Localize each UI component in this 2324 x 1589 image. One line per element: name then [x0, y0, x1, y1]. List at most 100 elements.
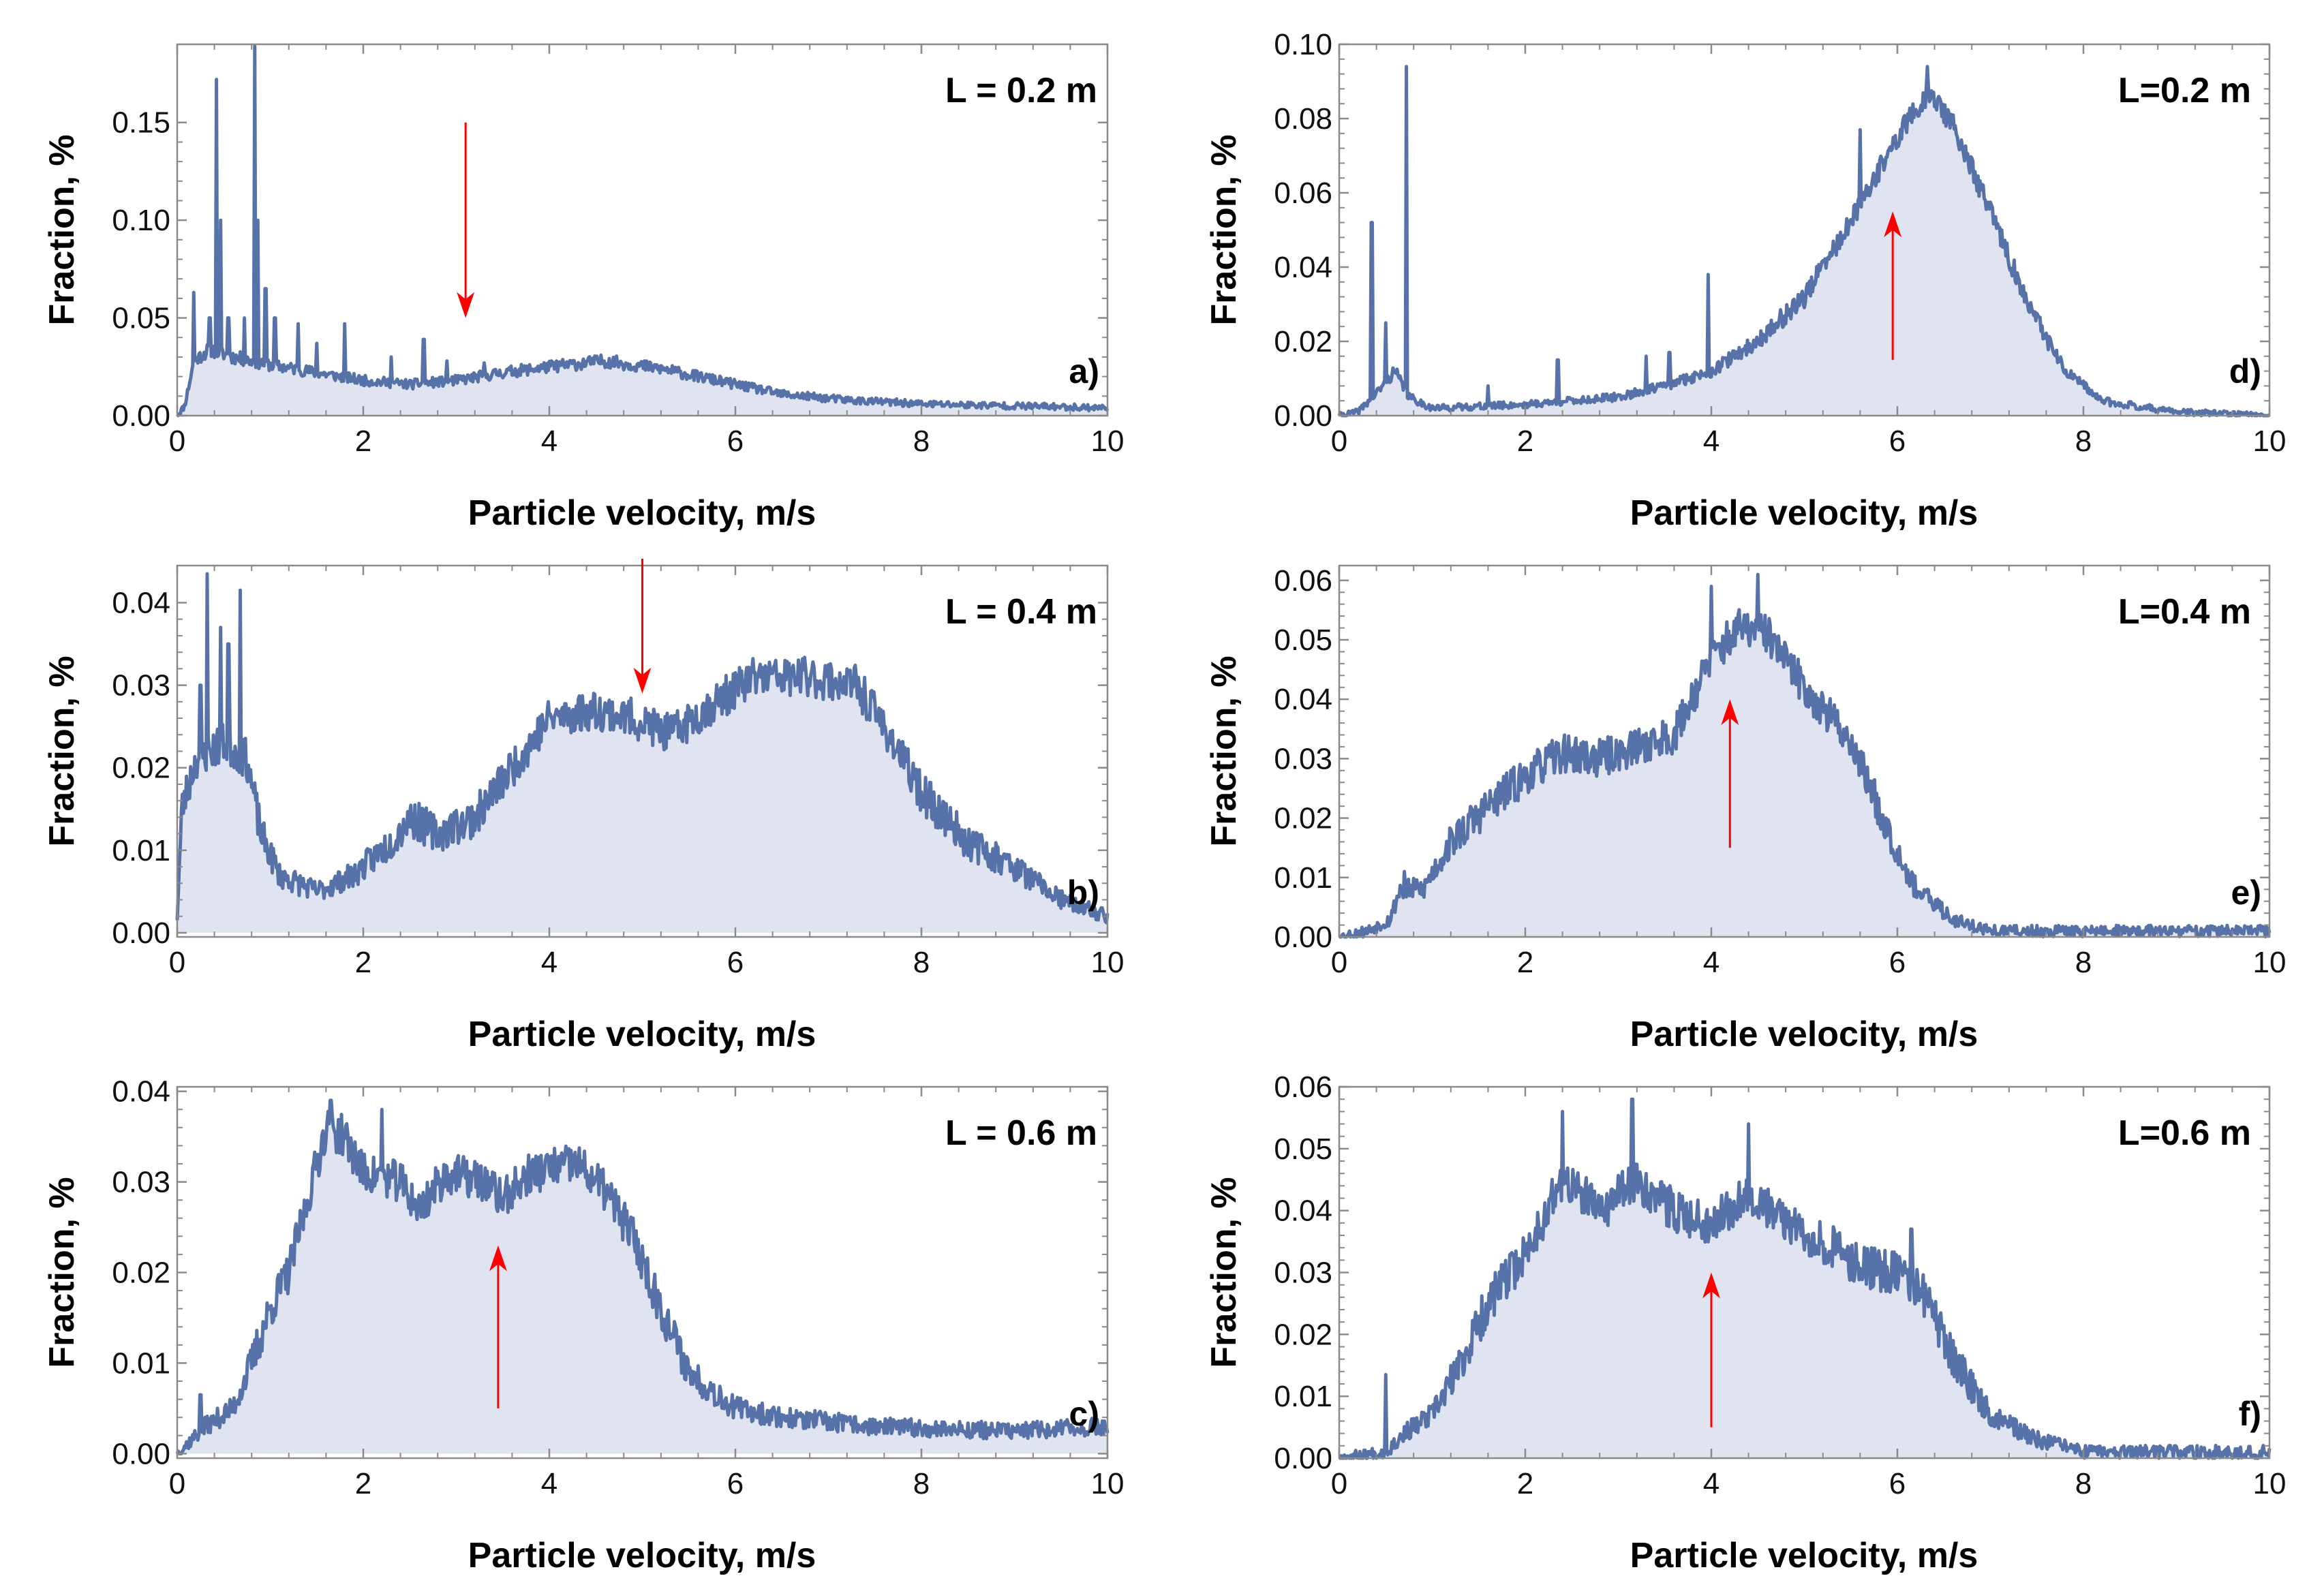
panel-f: 0 2 4 6 8 10 0.00 0.01 0.02 0.03 0.04 0.05 0.06 L=0.… — [1204, 1070, 2286, 1575]
panel-a-series-line — [177, 44, 1110, 418]
panel-d-area — [1339, 66, 2269, 416]
panel-c-y-tick-label: 0.04 — [112, 1075, 170, 1109]
panel-c: 0 2 4 6 8 10 0.00 0.01 0.02 0.03 0.04 L = 0.6 m c)… — [42, 1075, 1124, 1575]
panel-a-y-tick-label: 0.00 — [112, 399, 170, 433]
panel-f-y-tick-label: 0.06 — [1274, 1070, 1332, 1104]
panel-c-tag: c) — [1069, 1395, 1099, 1433]
panel-f-ticks: 0 2 4 6 8 10 0.00 0.01 0.02 0.03 0.04 0.05 0.06 — [1274, 1070, 2286, 1500]
panel-f-x-tick-label: 10 — [2253, 1467, 2287, 1500]
panel-a-y-tick-label: 0.15 — [112, 106, 170, 140]
panel-b-arrow — [633, 559, 652, 694]
panel-c-x-axis-label: Particle velocity, m/s — [468, 1536, 816, 1575]
panel-a-x-tick-label: 10 — [1091, 425, 1125, 458]
panel-b-y-tick-label: 0.03 — [112, 669, 170, 703]
panel-f-title: L=0.6 m — [2118, 1113, 2251, 1153]
panel-c-y-axis-label: Fraction, % — [42, 1177, 82, 1368]
panel-a-tag: a) — [1069, 352, 1099, 390]
panel-e-area — [1339, 574, 2269, 937]
panel-e-x-tick-label: 4 — [1703, 946, 1719, 979]
panel-e-x-tick-label: 8 — [2075, 946, 2092, 979]
panel-e-y-tick-label: 0.01 — [1274, 861, 1332, 895]
panel-b-x-tick-label: 10 — [1091, 946, 1125, 979]
panel-c-y-tick-label: 0.01 — [112, 1346, 170, 1380]
panel-e-y-tick-label: 0.00 — [1274, 921, 1332, 954]
panel-e: 0 2 4 6 8 10 0.00 0.01 0.02 0.03 0.04 0.05 0.06 L=0.… — [1204, 564, 2286, 1054]
panel-d-ticks: 0 2 4 6 8 10 0.00 0.02 0.04 0.06 0.08 0.10 — [1274, 28, 2286, 458]
panel-c-title: L = 0.6 m — [945, 1113, 1097, 1153]
panel-b-x-tick-label: 8 — [913, 946, 930, 979]
panel-f-y-tick-label: 0.04 — [1274, 1194, 1332, 1228]
panel-a: 0 2 4 6 8 10 0.00 0.05 0.10 0.15 L = 0.2 m a) Par… — [42, 43, 1125, 533]
panel-f-y-tick-label: 0.05 — [1274, 1132, 1332, 1166]
panel-a-x-tick-label: 8 — [913, 425, 930, 458]
panel-d-y-axis-label: Fraction, % — [1204, 134, 1244, 325]
panel-a-y-axis-label: Fraction, % — [42, 134, 82, 325]
panel-d-y-tick-label: 0.06 — [1274, 176, 1332, 210]
panel-a-x-tick-label: 2 — [355, 425, 371, 458]
panel-d-y-tick-label: 0.04 — [1274, 251, 1332, 284]
panel-b-y-tick-label: 0.00 — [112, 916, 170, 950]
panel-a-frame — [176, 43, 1109, 417]
panel-c-y-tick-label: 0.03 — [112, 1166, 170, 1199]
panel-a-arrow-head — [457, 292, 475, 318]
panel-b-area — [177, 574, 1107, 933]
panel-b-y-tick-label: 0.01 — [112, 834, 170, 867]
panel-b-y-axis-label: Fraction, % — [42, 655, 82, 846]
panel-e-x-tick-label: 2 — [1517, 946, 1533, 979]
panel-e-series-line — [1339, 572, 2272, 939]
panel-f-tag: f) — [2239, 1395, 2261, 1433]
panel-b-arrow-head — [633, 667, 652, 694]
panel-c-x-tick-label: 10 — [1091, 1467, 1125, 1500]
panel-b: 0 2 4 6 8 10 0.00 0.01 0.02 0.03 0.04 L = 0.4 m b)… — [42, 559, 1124, 1054]
panel-f-arrow — [1702, 1272, 1720, 1428]
panel-c-x-tick-label: 2 — [355, 1467, 371, 1500]
panel-d-y-tick-label: 0.10 — [1274, 28, 1332, 61]
panel-b-y-tick-label: 0.04 — [112, 587, 170, 620]
panel-e-arrow-head — [1721, 699, 1739, 726]
panel-c-x-tick-label: 8 — [913, 1467, 930, 1500]
panel-a-x-axis-label: Particle velocity, m/s — [468, 493, 816, 533]
panel-c-y-tick-label: 0.02 — [112, 1256, 170, 1290]
panel-d-y-tick-label: 0.08 — [1274, 102, 1332, 136]
panel-f-x-tick-label: 0 — [1331, 1467, 1347, 1500]
panel-a-x-tick-label: 6 — [727, 425, 744, 458]
panel-f-arrow-head — [1702, 1272, 1720, 1299]
panel-d-x-tick-label: 4 — [1703, 425, 1719, 458]
panel-e-frame — [1338, 564, 2271, 938]
panel-d-x-tick-label: 8 — [2075, 425, 2092, 458]
panel-b-x-tick-label: 2 — [355, 946, 371, 979]
panel-b-tag: b) — [1067, 874, 1099, 912]
panel-f-y-axis-label: Fraction, % — [1204, 1177, 1244, 1368]
panel-b-x-tick-label: 0 — [169, 946, 185, 979]
panel-e-y-tick-label: 0.06 — [1274, 564, 1332, 598]
panel-f-y-tick-label: 0.01 — [1274, 1380, 1332, 1413]
panel-d-x-axis-label: Particle velocity, m/s — [1630, 493, 1978, 533]
panel-e-y-tick-label: 0.02 — [1274, 802, 1332, 835]
panel-b-y-tick-label: 0.02 — [112, 752, 170, 785]
panel-b-x-axis-label: Particle velocity, m/s — [468, 1015, 816, 1054]
panel-f-y-tick-label: 0.00 — [1274, 1442, 1332, 1475]
panel-c-arrow — [489, 1245, 507, 1408]
panel-c-x-tick-label: 6 — [727, 1467, 744, 1500]
panel-b-x-tick-label: 4 — [541, 946, 557, 979]
panel-f-y-tick-label: 0.03 — [1274, 1256, 1332, 1290]
panel-d-title: L=0.2 m — [2118, 71, 2251, 110]
panel-d-x-tick-label: 2 — [1517, 425, 1533, 458]
panel-c-x-tick-label: 0 — [169, 1467, 185, 1500]
panel-d-series-line — [1337, 65, 2271, 418]
panel-d-arrow-head — [1884, 211, 1902, 238]
panel-f-x-tick-label: 6 — [1889, 1467, 1906, 1500]
panel-c-arrow-head — [489, 1245, 507, 1271]
panel-d-y-tick-label: 0.02 — [1274, 325, 1332, 358]
panel-c-series-line — [175, 1098, 1110, 1455]
panel-c-x-tick-label: 4 — [541, 1467, 557, 1500]
panel-b-title: L = 0.4 m — [945, 592, 1097, 632]
panel-d-x-tick-label: 0 — [1331, 425, 1347, 458]
panel-d-tag: d) — [2229, 352, 2261, 390]
panel-a-area — [177, 46, 1107, 416]
panel-f-x-tick-label: 4 — [1703, 1467, 1719, 1500]
panel-f-series-line — [1339, 1097, 2272, 1460]
panel-f-area — [1339, 1099, 2269, 1458]
panel-a-title: L = 0.2 m — [945, 71, 1097, 110]
